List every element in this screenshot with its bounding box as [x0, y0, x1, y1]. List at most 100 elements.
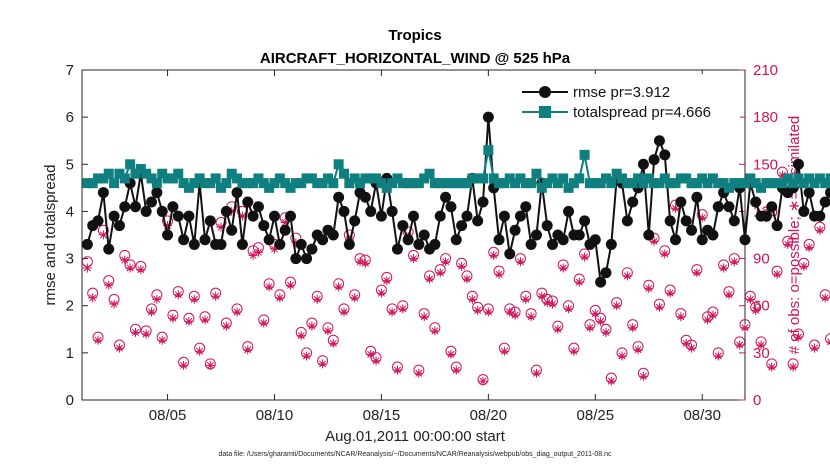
obs-assimilated-marker	[548, 299, 558, 309]
rmse-point	[204, 215, 216, 227]
spread-point	[264, 182, 275, 193]
obs-assimilated-marker	[98, 230, 108, 240]
rmse-point	[712, 201, 724, 213]
obs-assimilated-marker	[189, 294, 199, 304]
rmse-point	[274, 238, 286, 250]
obs-assimilated-marker	[104, 280, 114, 290]
obs-assimilated-marker	[179, 360, 189, 370]
rmse-point	[563, 205, 575, 217]
rmse-point	[386, 205, 398, 217]
spread-point	[798, 178, 809, 189]
rmse-point	[103, 243, 115, 255]
obs-assimilated-marker	[499, 346, 509, 356]
spread-point	[520, 178, 531, 189]
spread-point	[130, 168, 141, 179]
rmse-point	[514, 210, 526, 222]
obs-assimilated-marker	[580, 252, 590, 262]
obs-assimilated-marker	[521, 294, 531, 304]
obs-assimilated-marker	[398, 304, 408, 314]
y-tick-label: 4	[66, 203, 74, 220]
spread-point	[574, 173, 585, 184]
rmse-point	[156, 205, 168, 217]
spread-point	[435, 178, 446, 189]
obs-assimilated-marker	[654, 302, 664, 312]
obs-assimilated-marker	[483, 307, 493, 317]
rmse-point	[183, 210, 195, 222]
chart-subtitle: AIRCRAFT_HORIZONTAL_WIND @ 525 hPa	[260, 50, 571, 67]
y-right-tick-label: 210	[753, 62, 778, 79]
spread-point	[387, 178, 398, 189]
spread-point	[371, 173, 382, 184]
obs-assimilated-marker	[751, 305, 761, 315]
rmse-point	[504, 248, 516, 260]
spread-point	[467, 173, 478, 184]
obs-assimilated-marker	[280, 217, 290, 227]
spread-point	[125, 159, 136, 170]
spread-point	[531, 168, 542, 179]
series-lines	[81, 111, 830, 288]
rmse-point	[482, 111, 494, 123]
y-tick-label: 3	[66, 251, 74, 268]
spread-point	[392, 173, 403, 184]
y-right-tick-label: 180	[753, 109, 778, 126]
obs-assimilated-marker	[446, 349, 456, 359]
obs-assimilated-marker	[334, 282, 344, 292]
obs-assimilated-marker	[130, 327, 140, 337]
obs-assimilated-marker	[286, 280, 296, 290]
rmse-point	[664, 215, 676, 227]
spread-point	[745, 173, 756, 184]
rmse-point	[81, 238, 93, 250]
rmse-point	[391, 243, 403, 255]
obs-assimilated-marker	[264, 282, 274, 292]
rmse-point	[472, 215, 484, 227]
rmse-point	[648, 154, 660, 166]
rmse-point	[589, 234, 601, 246]
y-tick-label: 1	[66, 345, 74, 362]
rmse-point	[343, 238, 355, 250]
spread-point	[167, 173, 178, 184]
spread-point	[221, 178, 232, 189]
rmse-point	[573, 229, 585, 241]
rmse-point	[605, 238, 617, 250]
obs-assimilated-marker	[660, 249, 670, 259]
rmse-point	[242, 196, 254, 208]
obs-assimilated-marker	[243, 345, 253, 355]
obs-assimilated-marker	[248, 250, 258, 260]
rmse-point	[595, 276, 607, 288]
obs-assimilated-marker	[392, 365, 402, 375]
obs-assimilated-marker	[350, 293, 360, 303]
rmse-point	[461, 210, 473, 222]
y-right-tick-label: 0	[753, 392, 761, 409]
obs-assimilated-marker	[221, 321, 231, 331]
spread-point	[627, 178, 638, 189]
x-tick-label: 08/30	[683, 407, 721, 424]
rmse-point	[140, 205, 152, 217]
rmse-point	[317, 234, 329, 246]
rmse-point	[236, 238, 248, 250]
rmse-point	[162, 229, 174, 241]
rmse-point	[108, 210, 120, 222]
rmse-point	[686, 224, 698, 236]
spread-point	[622, 178, 633, 189]
spread-point	[772, 178, 783, 189]
y-tick-label: 2	[66, 298, 74, 315]
spread-point	[162, 173, 173, 184]
rmse-point	[450, 234, 462, 246]
obs-assimilated-marker	[494, 269, 504, 279]
rmse-point	[643, 229, 655, 241]
spread-point	[494, 178, 505, 189]
spread-point	[478, 173, 489, 184]
spread-point	[322, 173, 333, 184]
spread-point	[237, 178, 248, 189]
spread-point	[568, 178, 579, 189]
rmse-point	[600, 267, 612, 279]
obs-assimilated-marker	[772, 269, 782, 279]
obs-assimilated-marker	[136, 265, 146, 275]
legend-spread-label: totalspread pr=4.666	[573, 104, 711, 121]
rmse-point	[440, 191, 452, 203]
spread-point	[451, 178, 462, 189]
spread-point	[103, 168, 114, 179]
spread-point	[280, 178, 291, 189]
obs-assimilated-marker	[799, 261, 809, 271]
spread-point	[355, 178, 366, 189]
